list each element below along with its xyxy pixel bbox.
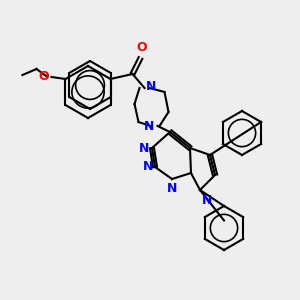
Text: N: N (142, 160, 153, 173)
Text: N: N (144, 119, 154, 133)
Text: N: N (139, 142, 149, 154)
Text: N: N (202, 194, 212, 207)
Text: O: O (136, 41, 147, 54)
Text: N: N (146, 80, 156, 94)
Text: O: O (39, 70, 50, 83)
Text: N: N (167, 182, 177, 195)
